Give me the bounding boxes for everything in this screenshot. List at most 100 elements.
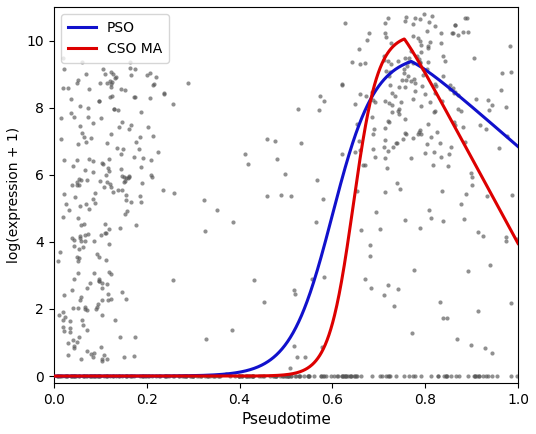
Point bbox=[451, 373, 460, 380]
Point bbox=[93, 304, 101, 311]
Point bbox=[67, 373, 76, 380]
Point bbox=[73, 76, 82, 83]
Point bbox=[381, 30, 389, 37]
Point bbox=[315, 93, 324, 100]
Point bbox=[59, 55, 68, 62]
Point bbox=[225, 373, 234, 380]
Point bbox=[410, 79, 419, 86]
Point bbox=[391, 93, 399, 100]
Point bbox=[125, 172, 133, 179]
PSO bbox=[413, 62, 420, 67]
Point bbox=[138, 373, 146, 380]
Point bbox=[401, 115, 410, 122]
Point bbox=[411, 88, 419, 95]
Point bbox=[88, 353, 97, 360]
Point bbox=[238, 373, 247, 380]
Point bbox=[391, 373, 400, 380]
Point bbox=[118, 145, 127, 152]
Point bbox=[303, 373, 312, 380]
Point bbox=[159, 187, 167, 194]
Point bbox=[59, 291, 68, 298]
Point bbox=[409, 135, 418, 141]
Point bbox=[75, 181, 83, 188]
Point bbox=[86, 373, 95, 380]
Point bbox=[122, 373, 131, 380]
PSO bbox=[369, 93, 376, 98]
Point bbox=[423, 43, 432, 50]
Point bbox=[366, 253, 374, 260]
Point bbox=[425, 206, 433, 213]
Point bbox=[182, 373, 191, 380]
Point bbox=[76, 202, 84, 209]
Point bbox=[235, 373, 244, 380]
Point bbox=[409, 20, 418, 27]
Point bbox=[144, 373, 152, 380]
Point bbox=[317, 373, 326, 380]
Point bbox=[284, 373, 293, 380]
Point bbox=[170, 373, 178, 380]
Point bbox=[244, 373, 252, 380]
Point bbox=[319, 98, 328, 105]
Point bbox=[341, 20, 349, 26]
Point bbox=[94, 373, 102, 380]
Point bbox=[61, 314, 70, 321]
Point bbox=[334, 373, 343, 380]
Point bbox=[98, 160, 107, 167]
Point bbox=[68, 373, 77, 380]
Point bbox=[384, 148, 392, 155]
Point bbox=[56, 115, 65, 122]
Point bbox=[60, 191, 69, 197]
Point bbox=[433, 129, 441, 136]
CSO MA bbox=[421, 69, 428, 75]
Point bbox=[438, 217, 447, 224]
Point bbox=[303, 373, 312, 380]
Point bbox=[400, 373, 408, 380]
Point bbox=[337, 81, 346, 88]
Point bbox=[423, 120, 432, 127]
Point bbox=[170, 189, 178, 196]
Point bbox=[84, 155, 93, 162]
Point bbox=[126, 72, 135, 79]
Point bbox=[131, 65, 140, 72]
Point bbox=[106, 94, 114, 101]
Point bbox=[110, 316, 119, 323]
Point bbox=[113, 145, 121, 151]
Point bbox=[266, 373, 274, 380]
Point bbox=[126, 373, 135, 380]
Point bbox=[304, 373, 313, 380]
Point bbox=[416, 59, 425, 66]
Point bbox=[86, 134, 95, 141]
Point bbox=[144, 123, 153, 130]
Point bbox=[423, 59, 432, 66]
Point bbox=[401, 130, 410, 137]
Point bbox=[139, 155, 147, 162]
Point bbox=[107, 92, 116, 99]
Point bbox=[209, 373, 217, 380]
Point bbox=[361, 60, 369, 67]
Point bbox=[495, 145, 503, 152]
CSO MA bbox=[255, 373, 262, 378]
Point bbox=[369, 131, 378, 138]
Point bbox=[77, 293, 86, 300]
Point bbox=[66, 325, 75, 332]
Point bbox=[401, 130, 410, 137]
Point bbox=[292, 373, 300, 380]
Point bbox=[425, 18, 434, 25]
Point bbox=[436, 154, 445, 161]
Point bbox=[95, 80, 104, 87]
Point bbox=[175, 373, 184, 380]
Point bbox=[75, 334, 83, 341]
Point bbox=[381, 125, 389, 132]
CSO MA bbox=[401, 36, 407, 42]
Point bbox=[55, 373, 64, 380]
Point bbox=[385, 72, 393, 79]
Point bbox=[402, 77, 411, 84]
Point bbox=[445, 82, 454, 89]
Point bbox=[108, 373, 117, 380]
Point bbox=[106, 78, 114, 85]
Point bbox=[197, 373, 205, 380]
Point bbox=[488, 102, 496, 109]
Point bbox=[445, 86, 454, 93]
Point bbox=[125, 59, 134, 66]
Point bbox=[59, 156, 68, 163]
